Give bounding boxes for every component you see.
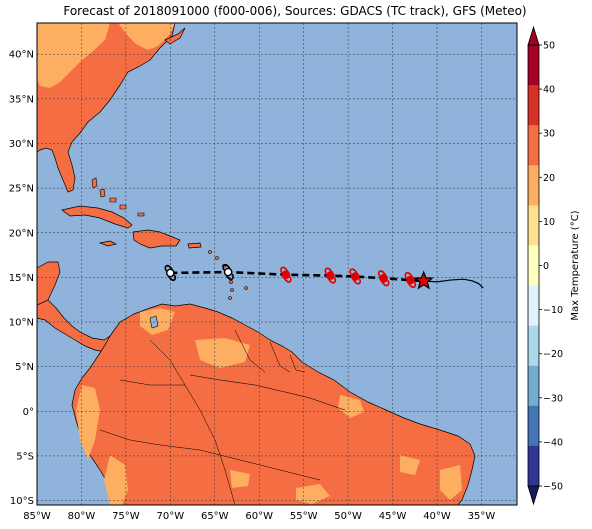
lon-tick-label: 75°W xyxy=(112,511,140,522)
lat-tick-label: 10°N xyxy=(9,318,34,329)
colorbar-band xyxy=(528,125,539,165)
colorbar-band xyxy=(528,205,539,245)
colorbar-under-arrow xyxy=(528,486,539,504)
lat-tick-label: 40°N xyxy=(9,50,34,61)
colorbar: 50 40 30 20 10 0 −10 −20 −30 −40 −50 Max Temperatur… xyxy=(528,27,581,504)
lat-tick-label: 25°N xyxy=(9,184,34,195)
lon-tick-label: 65°W xyxy=(201,511,229,522)
colorbar-tick-label: 20 xyxy=(543,173,555,184)
colorbar-tick-label: −50 xyxy=(543,482,563,493)
colorbar-band xyxy=(528,165,539,205)
lat-tick-label: 0° xyxy=(23,407,34,418)
colorbar-tick-label: 40 xyxy=(543,85,555,96)
lat-axis: 40°N 35°N 30°N 25°N 20°N 15°N 10°N 5°N 0° 5°S 10°S xyxy=(9,50,34,507)
colorbar-band xyxy=(528,245,539,285)
lon-tick-label: 40°W xyxy=(423,511,451,522)
colorbar-band xyxy=(528,326,539,366)
colorbar-band xyxy=(528,85,539,125)
colorbar-band xyxy=(528,45,539,85)
colorbar-tick-label: 10 xyxy=(543,217,555,228)
lon-tick-label: 35°W xyxy=(468,511,496,522)
colorbar-tick-label: −40 xyxy=(543,437,563,448)
lon-tick-label: 85°W xyxy=(23,511,51,522)
lat-tick-label: 35°N xyxy=(9,94,34,105)
lon-tick-label: 60°W xyxy=(245,511,273,522)
lat-tick-label: 5°S xyxy=(16,451,34,462)
lon-tick-label: 55°W xyxy=(290,511,318,522)
colorbar-tick-label: −30 xyxy=(543,393,563,404)
lat-tick-label: 10°S xyxy=(10,496,34,507)
colorbar-tick-label: 30 xyxy=(543,129,555,140)
lat-tick-label: 30°N xyxy=(9,139,34,150)
lon-tick-label: 50°W xyxy=(334,511,362,522)
lon-tick-label: 80°W xyxy=(68,511,96,522)
lon-axis: 85°W 80°W 75°W 70°W 65°W 60°W 55°W 50°W 45°W 40°W… xyxy=(23,511,495,522)
colorbar-tick-label: −10 xyxy=(543,305,563,316)
colorbar-label: Max Temperature (°C) xyxy=(570,210,581,320)
colorbar-tick-label: 50 xyxy=(543,41,555,52)
lat-tick-label: 15°N xyxy=(9,273,34,284)
colorbar-band xyxy=(528,406,539,446)
colorbar-tick-label: −20 xyxy=(543,349,563,360)
lon-tick-label: 70°W xyxy=(157,511,185,522)
lat-tick-label: 5°N xyxy=(15,362,34,373)
colorbar-tick-label: 0 xyxy=(543,261,549,272)
lat-tick-label: 20°N xyxy=(9,228,34,239)
colorbar-over-arrow xyxy=(528,27,539,45)
colorbar-band xyxy=(528,366,539,406)
colorbar-band xyxy=(528,286,539,326)
lon-tick-label: 45°W xyxy=(379,511,407,522)
colorbar-band xyxy=(528,446,539,486)
puerto-rico-land xyxy=(188,243,201,248)
